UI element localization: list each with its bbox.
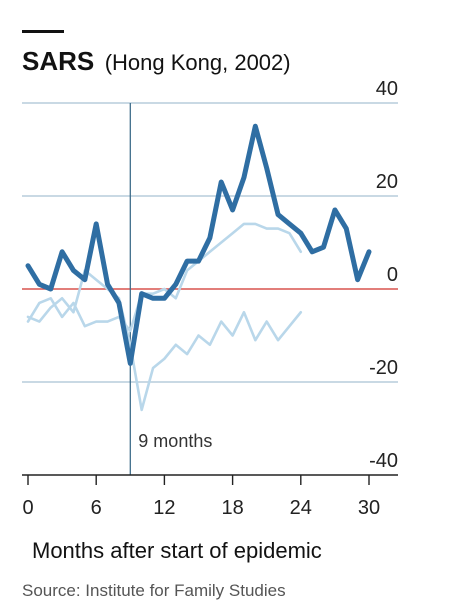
annotation-label: 9 months — [138, 431, 212, 451]
chart-title: SARS — [22, 46, 94, 76]
grid-layer — [22, 102, 398, 383]
annotation-layer: 9 months — [129, 103, 212, 475]
source-note: Source: Institute for Family Studies — [22, 581, 286, 600]
x-tick-label: 12 — [153, 497, 175, 519]
x-tick-label: 18 — [221, 497, 243, 519]
series-layer — [25, 123, 372, 412]
title-accent-bar — [22, 30, 64, 33]
x-axis-label: Months after start of epidemic — [32, 538, 322, 563]
y-tick-label: -40 — [369, 450, 398, 472]
x-axis-layer: 0 6 12 18 24 30 — [22, 474, 398, 519]
chart-title-line: SARS (Hong Kong, 2002) — [22, 46, 291, 76]
y-tick-label: 40 — [376, 78, 398, 100]
x-tick-label: 0 — [22, 497, 33, 519]
series-line-comparison — [26, 269, 303, 412]
chart-subtitle: (Hong Kong, 2002) — [105, 50, 291, 75]
y-tick-label: 0 — [387, 264, 398, 286]
series-line-comparison — [26, 222, 303, 333]
y-tick-label: 20 — [376, 171, 398, 193]
y-tick-label: -20 — [369, 357, 398, 379]
y-tick-layer: 40 20 0 -20 -40 — [369, 78, 398, 472]
series-line-highlight — [25, 123, 372, 366]
x-tick-label: 24 — [290, 497, 312, 519]
x-tick-label: 30 — [358, 497, 380, 519]
x-tick-label: 6 — [91, 497, 102, 519]
